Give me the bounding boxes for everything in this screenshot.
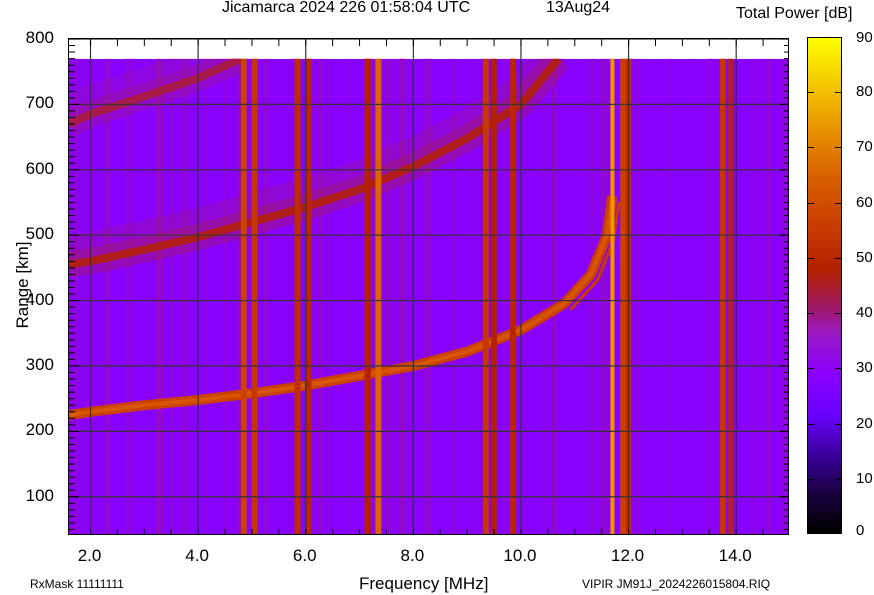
colorbar-title: Total Power [dB] [736,5,853,22]
x-tick-label: 4.0 [185,546,209,565]
colorbar-tick [807,257,814,259]
chart-title: Jicamarca 2024 226 01:58:04 UTC [222,0,471,16]
y-tick-label: 200 [25,420,54,440]
colorbar-tick [835,257,842,259]
colorbar-tick [835,147,842,149]
rx-mask-label: RxMask 11111111 [30,577,124,591]
colorbar-tick-label: 20 [856,414,873,432]
chart-date: 13Aug24 [546,0,611,16]
colorbar-tick [835,478,842,480]
ionogram-data-area [69,59,788,534]
colorbar-tick-label: 80 [856,83,873,101]
colorbar-tick-label: 30 [856,359,873,377]
x-tick-label: 2.0 [77,546,102,565]
y-tick-label: 600 [25,158,54,178]
y-tick-label: 700 [25,93,54,113]
y-tick-label: 800 [25,28,54,47]
file-name-label: VIPIR JM91J_2024226015804.RIQ [582,577,771,591]
colorbar-tick-label: 70 [856,138,873,156]
x-tick-label: 6.0 [292,546,317,565]
colorbar-tick [807,423,814,425]
colorbar-tick [807,92,814,94]
x-tick-label: 8.0 [400,546,425,565]
y-tick-label: 100 [25,485,54,505]
colorbar-tick [835,202,842,204]
ionogram-heatmap [69,39,788,534]
colorbar-tick-label: 10 [856,469,873,487]
colorbar-tick-label: 90 [856,29,873,46]
colorbar-tick [835,313,842,315]
colorbar-tick [835,368,842,370]
y-tick-label: 300 [25,354,54,374]
colorbar-tick-label: 60 [856,193,873,211]
colorbar-tick [835,423,842,425]
y-tick-label: 500 [25,224,54,244]
colorbar [807,37,842,534]
colorbar-tick [807,147,814,149]
x-axis-label: Frequency [MHz] [359,574,489,593]
colorbar-tick [807,202,814,204]
y-axis-label: Range [km] [13,241,32,329]
ionogram-plot-area [68,38,789,535]
colorbar-tick [807,478,814,480]
colorbar-tick [835,92,842,94]
x-tick-label: 14.0 [718,546,752,565]
colorbar-tick-label: 50 [856,248,873,266]
x-tick-label: 12.0 [611,546,645,565]
colorbar-tick-label: 0 [856,522,865,539]
colorbar-tick-label: 40 [856,304,873,322]
y-tick-label: 400 [25,289,54,309]
colorbar-tick [807,313,814,315]
x-tick-label: 10.0 [503,546,537,565]
colorbar-tick [807,368,814,370]
